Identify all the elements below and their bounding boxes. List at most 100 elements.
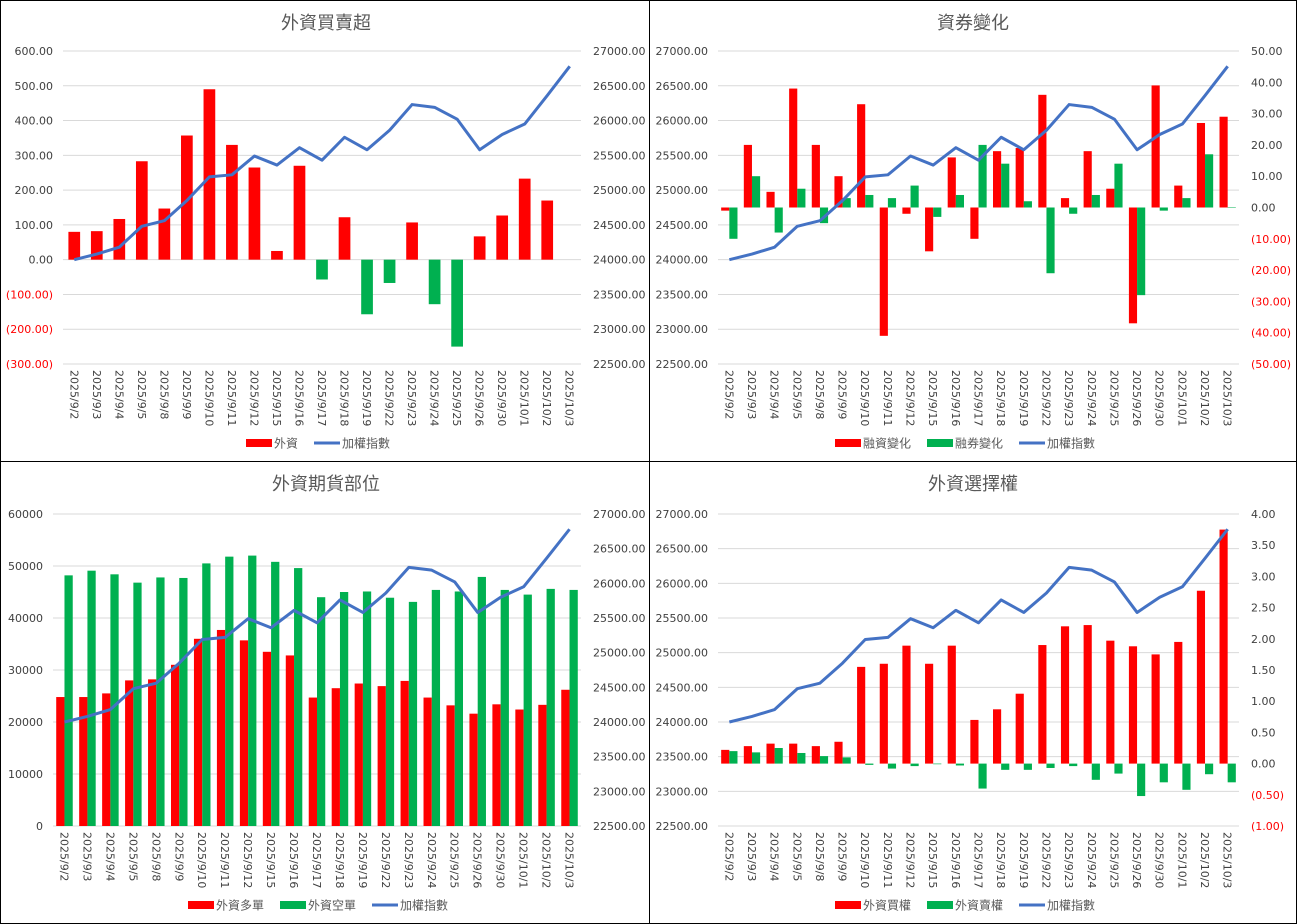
bar	[1174, 641, 1183, 764]
bar	[523, 594, 532, 826]
bar	[1219, 529, 1228, 764]
x-axis-tick: 2025/9/24	[425, 832, 438, 888]
x-axis-tick: 2025/9/8	[813, 370, 826, 419]
legend-label: 融資變化	[863, 436, 911, 451]
left-axis-tick: 30000	[8, 664, 43, 677]
x-axis-tick: 2025/9/11	[218, 832, 231, 888]
bar	[181, 135, 193, 260]
bar	[492, 704, 501, 826]
x-axis-tick: 2025/9/4	[768, 370, 781, 419]
x-axis-tick: 2025/9/2	[722, 370, 735, 419]
bar	[902, 645, 911, 764]
bar	[538, 704, 547, 826]
bar	[226, 144, 238, 260]
bar	[500, 589, 509, 826]
left-axis-tick: 22500.00	[656, 820, 709, 833]
x-axis-tick: 2025/9/22	[379, 832, 392, 888]
bar	[887, 763, 897, 769]
x-axis-tick: 2025/9/2	[57, 832, 70, 881]
bar	[933, 207, 942, 217]
bar	[865, 763, 874, 765]
bar	[879, 207, 888, 336]
bar	[451, 259, 463, 347]
x-axis-tick: 2025/9/22	[1039, 370, 1052, 426]
left-axis-tick: 400.00	[15, 115, 54, 128]
bar	[408, 601, 418, 826]
bar	[156, 577, 165, 826]
left-axis-tick: 27000.00	[656, 45, 709, 58]
chart-svg-foreign-options: 外資選擇權 27000.00 26500.00 26000.00 25500.00 250…	[656, 474, 1285, 913]
chart-panel-margin-change: 資券變化 27000.00 26500.00 26000.00 25500.00 2500…	[649, 0, 1297, 462]
bar	[970, 207, 979, 239]
bar	[721, 749, 730, 764]
bar	[496, 215, 509, 260]
x-axis-tick: 2025/9/15	[926, 832, 939, 888]
x-axis-tick: 2025/9/9	[172, 832, 185, 881]
right-axis-tick: 20.00	[1251, 139, 1283, 152]
bar	[454, 591, 463, 826]
bar	[811, 746, 820, 764]
legend-bar-swatch	[246, 439, 272, 447]
x-axis-tick: 2025/9/18	[333, 832, 346, 888]
bar	[910, 185, 919, 208]
left-axis-tick: 200.00	[15, 184, 54, 197]
bar	[193, 638, 203, 826]
bar	[1083, 625, 1092, 764]
right-axis-tick: 24000.00	[593, 254, 646, 267]
chart-svg-foreign-net-buy: 外資買賣超 600.00 500.00 400.00 300.00 200.00 100.0…	[6, 13, 646, 451]
left-axis-tick: 26500.00	[656, 80, 709, 93]
bar	[262, 651, 272, 826]
bar	[294, 568, 303, 826]
right-axis-tick: 0.00	[1251, 202, 1276, 215]
right-axis-tick: 27000.00	[593, 508, 646, 521]
x-axis-tick: 2025/9/12	[247, 370, 260, 426]
bar	[774, 207, 783, 233]
bar	[225, 556, 234, 826]
right-axis-tick: (20.00)	[1251, 264, 1291, 277]
x-axis-tick: 2025/9/8	[149, 832, 162, 881]
bar	[317, 597, 326, 826]
x-axis-tick: 2025/9/17	[972, 832, 985, 888]
bar	[1151, 85, 1160, 208]
x-axis-tick: 2025/9/15	[264, 832, 277, 888]
index-line	[728, 528, 1229, 724]
x-axis-tick: 2025/9/22	[383, 370, 396, 426]
right-axis-tick: 50.00	[1251, 45, 1283, 58]
bar	[179, 577, 188, 826]
bar	[1174, 185, 1183, 208]
bar	[925, 663, 934, 764]
chart-title: 外資期貨部位	[272, 474, 380, 495]
left-axis-tick: 25000.00	[656, 647, 709, 660]
bar	[1137, 763, 1146, 797]
bar	[148, 679, 157, 826]
bar	[64, 575, 73, 826]
x-axis-tick: 2025/9/11	[881, 832, 894, 888]
left-axis-tick: 23500.00	[656, 288, 709, 301]
left-axis-tick: 25500.00	[656, 149, 709, 162]
x-axis-tick: 2025/9/4	[103, 832, 116, 881]
left-axis-tick: 0	[36, 820, 43, 833]
bar	[729, 751, 738, 764]
left-axis-tick: (300.00)	[6, 358, 53, 371]
bar	[743, 144, 752, 208]
bar	[1182, 763, 1191, 790]
right-axis-tick: 23500.00	[593, 751, 646, 764]
left-axis-tick: (100.00)	[6, 288, 53, 301]
right-axis-tick: 23000.00	[593, 785, 646, 798]
bar	[910, 763, 919, 767]
bar	[1151, 654, 1160, 764]
bar	[203, 89, 216, 260]
bar	[1128, 207, 1138, 324]
x-axis-tick: 2025/10/1	[517, 832, 530, 888]
bar	[79, 697, 88, 826]
right-axis-tick: 25000.00	[593, 184, 646, 197]
bar	[248, 167, 261, 260]
x-axis-tick: 2025/10/2	[1198, 832, 1211, 888]
bar	[955, 194, 964, 208]
chart-svg-margin-change: 資券變化 27000.00 26500.00 26000.00 25500.00 2500…	[656, 13, 1292, 451]
bar	[1159, 207, 1168, 211]
bar	[1106, 640, 1115, 764]
bar	[1205, 763, 1214, 775]
left-axis-tick: 22500.00	[656, 358, 709, 371]
x-axis-tick: 2025/9/26	[471, 832, 484, 888]
